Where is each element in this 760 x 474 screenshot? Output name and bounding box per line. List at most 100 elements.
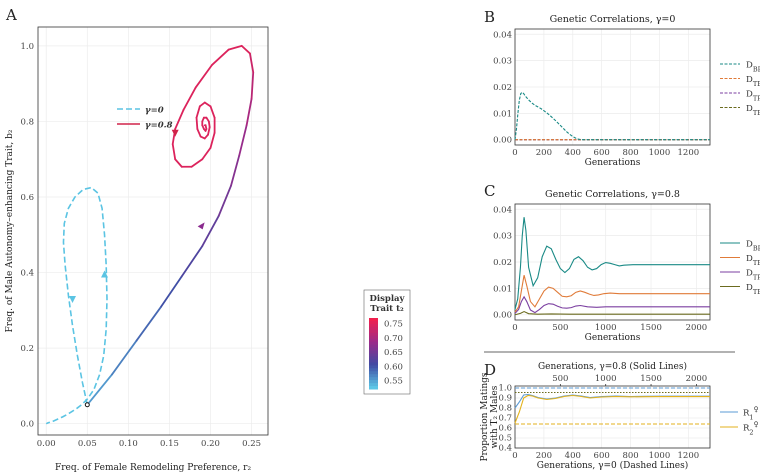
x-tick-label: 0.05 [78, 439, 97, 449]
colorbar-step [369, 365, 378, 369]
series-gamma-0.8-segment [249, 52, 255, 74]
arrow-gamma-0-down [69, 296, 76, 303]
colorbar-step [369, 362, 378, 366]
x-tick-label: 0 [512, 323, 517, 333]
colorbar-step [369, 318, 378, 322]
arrow-gamma-0.8-up [197, 222, 205, 230]
colorbar-step [369, 338, 378, 343]
x-tick-label: 1500 [640, 323, 662, 333]
colorbar-step [369, 332, 378, 337]
plot-frame [514, 385, 711, 449]
series-gamma-0.8-segment [171, 143, 177, 161]
y-tick-label: 0.8 [20, 117, 34, 127]
series-gamma-0.8-segment [207, 120, 211, 129]
y-axis-label: Freq. of Male Autonomy–enhancing Trait, … [5, 129, 15, 332]
colorbar-tick-label: 0.65 [384, 348, 403, 358]
legend-label: DTR [746, 269, 760, 282]
panel-d-label: D [484, 361, 496, 379]
panel-c-label: C [484, 182, 495, 200]
x-tick-label: 0.25 [242, 439, 261, 449]
series-gamma-0 [45, 186, 108, 425]
series-D_TR [514, 295, 710, 314]
panel-d: D Generations, γ=0.8 (Solid Lines) 500 1000… [480, 361, 759, 471]
series-gamma-0.8-segment [250, 71, 255, 100]
series-D_TBR [514, 310, 710, 316]
top-tick-label: 2000 [686, 374, 708, 384]
y-tick-label: 0.6 [20, 193, 34, 203]
colorbar-step [369, 353, 378, 357]
top-tick-label: 500 [552, 374, 568, 384]
y-tick-label: 0.0 [20, 420, 34, 430]
series-gamma-0.8-segment [207, 126, 211, 136]
series-D_TB [514, 275, 710, 313]
legend-label: R1♀ [743, 406, 759, 422]
y-axis-label-2: with T₂ Males [490, 385, 500, 448]
y-tick-label: 0.00 [493, 311, 512, 321]
series-gamma-0.8-segment [201, 146, 212, 161]
legend-label: DTR [746, 90, 760, 103]
panel-a: A 0.00 0.05 0.10 0.15 0.20 0.25 0.0 0.2 0.4 0.6 0.8… [5, 6, 411, 473]
panel-b-label: B [484, 8, 495, 26]
x-tick-label: 1200 [678, 148, 700, 158]
panel-a-label: A [5, 6, 17, 24]
panel-b: B Genetic Correlations, γ=0 0 200 400 600 800 1… [484, 8, 760, 168]
legend-label: DTBR [746, 104, 760, 117]
series-gamma-0.8-segment [238, 124, 248, 157]
x-tick-label: 400 [565, 451, 581, 461]
x-tick-label: 500 [552, 323, 568, 333]
series-gamma-0.8-segment [240, 44, 251, 55]
series-gamma-0.8-segment [111, 339, 138, 376]
top-tick-label: 1000 [595, 374, 617, 384]
colorbar-step [369, 329, 378, 334]
panel-title: Genetic Correlations, γ=0.8 [545, 189, 680, 200]
series-gamma-0.8-segment [230, 154, 241, 187]
top-tick-label: 1500 [640, 374, 662, 384]
series-gamma-0.8-segment [211, 48, 230, 66]
x-tick-label: 200 [536, 148, 552, 158]
legend-label: DTB [746, 254, 760, 267]
x-axis-label: Freq. of Female Remodeling Preference, r… [55, 463, 251, 473]
legend-label: γ=0 [145, 106, 164, 116]
y-tick-label: 0.8 [498, 404, 512, 414]
colorbar-step [369, 350, 378, 354]
x-tick-label: 0.15 [160, 439, 179, 449]
y-tick-label: 0.02 [493, 83, 512, 93]
series-gamma-0.8-segment [201, 214, 220, 248]
series-gamma-0.8-segment [190, 158, 204, 168]
series-gamma-0.8-segment [227, 44, 243, 51]
colorbar-step [369, 377, 378, 381]
y-axis-label-1: Proportion Matings [480, 372, 490, 461]
colorbar-step [369, 368, 378, 372]
colorbar-step [369, 380, 378, 384]
colorbar-step [369, 344, 378, 349]
x-axis-label: Generations [585, 158, 641, 168]
y-tick-label: 0.01 [493, 109, 512, 119]
series-gamma-0.8-segment [203, 101, 212, 108]
series-gamma-0.8-segment [209, 131, 216, 149]
y-tick-label: 1.0 [498, 384, 512, 394]
series-gamma-0.8-segment [245, 97, 253, 127]
plot-frame [37, 26, 269, 436]
colorbar-step [369, 323, 378, 328]
series-gamma-0.8-segment [86, 373, 113, 406]
series-D_BR [514, 91, 710, 141]
legend-label: DTBR [746, 283, 760, 296]
x-axis-label: Generations, γ=0 (Dashed Lines) [537, 460, 688, 471]
x-tick-label: 600 [594, 148, 610, 158]
panel-title: Genetic Correlations, γ=0 [550, 14, 676, 25]
y-tick-label: 0.7 [498, 414, 512, 424]
panel-c: C Genetic Correlations, γ=0.8 0 500 1000 1500… [484, 182, 760, 343]
series-gamma-0.8-segment [195, 116, 199, 130]
y-tick-label: 0.6 [498, 424, 512, 434]
legend-label: DTB [746, 75, 760, 88]
x-tick-label: 600 [594, 451, 610, 461]
legend-label: γ=0.8 [145, 121, 173, 131]
series-gamma-0.8-segment [182, 86, 197, 112]
x-tick-label: 0 [512, 148, 517, 158]
colorbar-step [369, 320, 378, 325]
y-tick-label: 0.02 [493, 258, 512, 268]
colorbar-step [369, 347, 378, 352]
arrow-gamma-0.8-down [171, 129, 179, 137]
